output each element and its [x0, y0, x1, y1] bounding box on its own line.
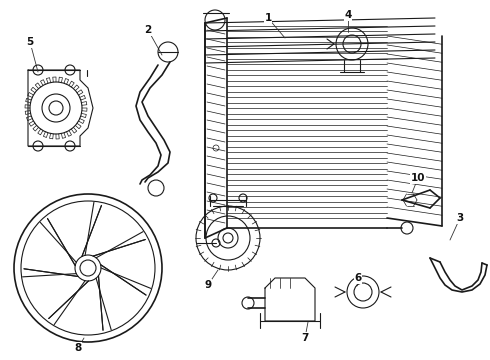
Text: 3: 3	[456, 213, 464, 223]
Text: 10: 10	[411, 173, 425, 183]
Text: 4: 4	[344, 10, 352, 20]
Text: 6: 6	[354, 273, 362, 283]
Text: 1: 1	[265, 13, 271, 23]
Text: 9: 9	[204, 280, 212, 290]
Text: 2: 2	[145, 25, 151, 35]
Text: 7: 7	[301, 333, 309, 343]
Text: 8: 8	[74, 343, 82, 353]
Text: 5: 5	[26, 37, 34, 47]
